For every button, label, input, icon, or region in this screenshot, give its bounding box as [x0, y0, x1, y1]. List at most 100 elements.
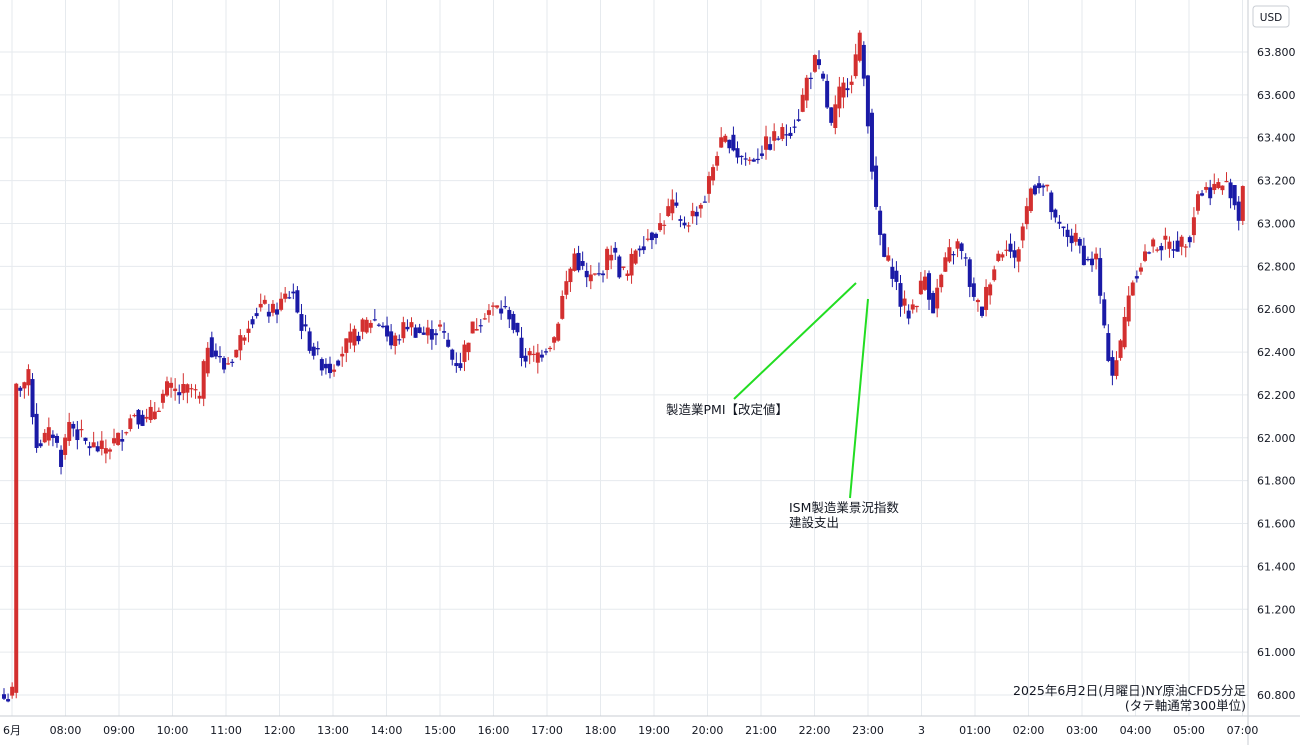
candle-up — [332, 369, 337, 372]
candle-up — [666, 206, 671, 217]
candle-up — [833, 104, 838, 129]
candle-down — [580, 261, 585, 266]
candle-up — [132, 415, 137, 417]
candle-down — [275, 309, 280, 315]
candle-up — [234, 349, 239, 358]
candle-down — [250, 319, 255, 325]
candle-up — [1004, 249, 1009, 251]
candle-up — [116, 432, 121, 445]
candle-down — [927, 273, 932, 300]
candle-down — [1228, 182, 1233, 199]
candle-down — [654, 233, 658, 238]
y-tick-label: 61.200 — [1257, 603, 1296, 616]
candle-up — [238, 335, 243, 351]
candle-down — [971, 283, 976, 297]
candle-up — [491, 305, 495, 307]
candle-up — [152, 411, 157, 420]
candle-down — [50, 434, 55, 438]
candle-down — [230, 361, 235, 363]
candle-down — [1049, 192, 1054, 213]
candle-down — [421, 332, 426, 335]
candle-down — [507, 310, 512, 320]
candle-up — [67, 421, 72, 441]
candle-up — [1191, 217, 1196, 236]
candle-down — [1053, 209, 1058, 218]
candle-up — [535, 352, 540, 363]
candle-up — [1195, 194, 1200, 211]
candle-up — [984, 286, 989, 310]
candle-up — [1073, 232, 1078, 242]
candle-up — [364, 319, 369, 333]
candle-up — [197, 395, 202, 399]
candle-up — [621, 266, 626, 268]
candle-down — [869, 112, 874, 172]
y-tick-label: 62.200 — [1257, 389, 1296, 402]
candle-down — [30, 379, 35, 418]
candle-down — [380, 325, 385, 328]
candle-up — [63, 437, 68, 455]
candle-down — [136, 409, 141, 425]
candle-up — [205, 347, 210, 374]
candle-down — [576, 252, 581, 271]
candle-down — [1085, 258, 1090, 261]
candle-up — [401, 322, 406, 339]
annotation-2-label-line2: 建設支出 — [789, 515, 839, 530]
candle-up — [1024, 206, 1029, 225]
currency-label: USD — [1260, 12, 1282, 24]
candle-down — [821, 73, 826, 79]
candle-down — [1012, 250, 1017, 258]
candle-up — [1045, 184, 1050, 187]
candle-up — [1183, 246, 1188, 248]
y-axis: 63.800 63.600 63.400 63.200 63.000 62.800 62.6… — [1257, 46, 1296, 702]
candle-down — [413, 327, 418, 338]
candle-up — [1118, 340, 1123, 358]
candle-up — [393, 335, 398, 346]
candle-up — [258, 303, 263, 308]
candle-up — [572, 253, 577, 271]
candle-down — [450, 349, 455, 360]
candle-down — [539, 354, 544, 358]
candle-up — [1130, 282, 1135, 296]
currency-badge[interactable] — [1252, 5, 1290, 28]
candle-down — [1232, 185, 1237, 206]
candle-up — [438, 324, 443, 327]
candle-down — [874, 165, 879, 207]
candle-down — [1175, 240, 1180, 252]
candle-up — [486, 310, 491, 315]
candle-down — [1134, 276, 1139, 279]
candles — [2, 30, 1245, 703]
candle-down — [1077, 238, 1082, 246]
candle-down — [1061, 226, 1066, 229]
candle-down — [702, 201, 707, 203]
candle-down — [458, 363, 463, 369]
candle-down — [38, 443, 43, 447]
candle-down — [511, 313, 516, 330]
candle-up — [857, 32, 862, 61]
candle-down — [1147, 252, 1152, 254]
candle-up — [609, 254, 614, 261]
y-tick-label: 63.200 — [1257, 175, 1296, 188]
y-tick-label: 63.600 — [1257, 89, 1296, 102]
candle-down — [433, 333, 438, 336]
candle-up — [156, 410, 161, 412]
candle-up — [747, 159, 752, 161]
candle-up — [914, 305, 919, 308]
candle-down — [584, 270, 589, 278]
candle-up — [706, 176, 711, 194]
candle-up — [99, 440, 104, 449]
candle-up — [1143, 251, 1147, 261]
candle-down — [861, 44, 866, 79]
candle-down — [397, 339, 402, 341]
candle-up — [935, 287, 940, 309]
candle-up — [160, 393, 165, 403]
candle-up — [181, 384, 186, 394]
candle-down — [59, 449, 64, 467]
x-tick-label: 04:00 — [1120, 724, 1152, 737]
candle-up — [262, 299, 267, 304]
y-tick-label: 62.400 — [1257, 346, 1296, 359]
candle-down — [1065, 229, 1070, 238]
candle-up — [1179, 236, 1184, 247]
candle-up — [1094, 253, 1099, 260]
candle-down — [1037, 183, 1042, 189]
